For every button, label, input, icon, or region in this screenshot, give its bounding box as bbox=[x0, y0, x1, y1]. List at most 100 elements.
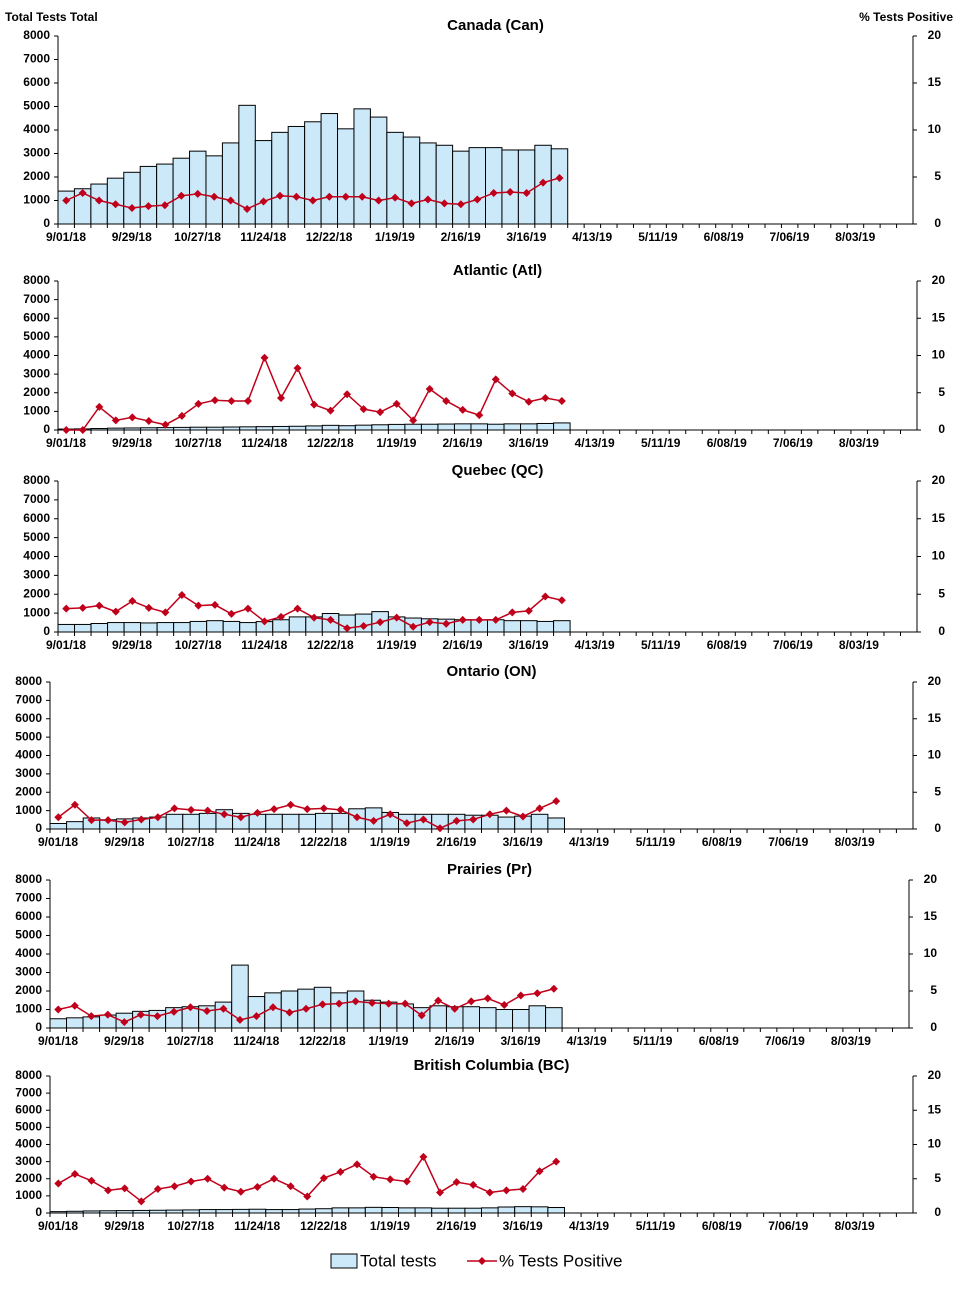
bar bbox=[156, 622, 175, 633]
bar bbox=[497, 816, 516, 830]
line-marker bbox=[452, 1178, 461, 1187]
bar bbox=[435, 144, 454, 225]
line-marker bbox=[286, 1182, 295, 1191]
bar bbox=[536, 620, 555, 633]
legend-swatch bbox=[330, 1253, 358, 1269]
y-tick-label: 6000 bbox=[23, 75, 50, 89]
y-tick-label: 4000 bbox=[23, 122, 50, 136]
y2-tick-label: 5 bbox=[934, 784, 941, 798]
bar bbox=[404, 423, 422, 431]
bar bbox=[239, 622, 257, 633]
line-marker bbox=[128, 597, 137, 606]
line-marker bbox=[127, 204, 136, 213]
line-marker bbox=[277, 612, 286, 621]
line-marker bbox=[376, 408, 385, 417]
y2-tick-label: 15 bbox=[928, 711, 942, 725]
line-marker bbox=[78, 188, 87, 197]
line-marker bbox=[54, 813, 63, 822]
chart-title: Quebec (QC) bbox=[452, 462, 544, 479]
y-tick-label: 1000 bbox=[23, 605, 50, 619]
bar bbox=[74, 623, 92, 633]
line-marker bbox=[326, 615, 335, 624]
y-tick-label: 1000 bbox=[15, 803, 42, 817]
bar bbox=[348, 1207, 366, 1214]
x-tick-label: 1/19/19 bbox=[370, 835, 410, 849]
x-tick-label: 4/13/19 bbox=[569, 835, 609, 849]
bar bbox=[49, 822, 68, 830]
line-marker bbox=[351, 997, 360, 1006]
y-axis-label: Total Tests Total bbox=[5, 10, 98, 24]
bar bbox=[330, 992, 348, 1029]
line-marker bbox=[170, 1182, 179, 1191]
y-tick-label: 5000 bbox=[15, 729, 42, 743]
x-tick-label: 2/16/19 bbox=[442, 638, 482, 652]
x-tick-label: 12/22/18 bbox=[300, 1219, 347, 1233]
x-tick-label: 9/01/18 bbox=[46, 230, 86, 244]
line-marker bbox=[275, 191, 284, 200]
chart-title: Canada (Can) bbox=[447, 17, 544, 34]
bar bbox=[528, 1005, 547, 1029]
line-marker bbox=[423, 195, 432, 204]
legend-label: % Tests Positive bbox=[499, 1251, 622, 1270]
y-tick-label: 3000 bbox=[15, 1154, 42, 1168]
y-tick-label: 6000 bbox=[15, 1102, 42, 1116]
bar bbox=[387, 423, 406, 431]
bar bbox=[321, 424, 340, 431]
line-marker bbox=[227, 609, 236, 618]
line-marker bbox=[111, 416, 120, 425]
y-tick-label: 0 bbox=[35, 821, 42, 835]
line-marker bbox=[243, 604, 252, 613]
bar bbox=[530, 1206, 549, 1214]
line-marker bbox=[392, 399, 401, 408]
bar bbox=[315, 1208, 333, 1214]
line-marker bbox=[103, 1010, 112, 1019]
line-marker bbox=[386, 1175, 395, 1184]
x-tick-label: 4/13/19 bbox=[575, 436, 615, 450]
x-tick-label: 4/13/19 bbox=[572, 230, 612, 244]
line-marker bbox=[353, 813, 362, 822]
line-marker bbox=[425, 385, 434, 394]
x-tick-label: 9/29/18 bbox=[112, 638, 152, 652]
x-tick-label: 11/24/18 bbox=[241, 436, 287, 450]
line-marker bbox=[535, 804, 544, 813]
x-tick-label: 4/13/19 bbox=[575, 638, 615, 652]
line-marker bbox=[353, 1160, 362, 1169]
line-marker bbox=[253, 1182, 262, 1191]
line-marker bbox=[243, 396, 252, 405]
bar bbox=[265, 1209, 283, 1214]
bar bbox=[140, 622, 158, 633]
y-tick-label: 8000 bbox=[15, 872, 42, 886]
line-marker bbox=[70, 1169, 79, 1178]
line-marker bbox=[144, 202, 153, 211]
line-marker bbox=[120, 818, 129, 827]
line-marker bbox=[161, 420, 170, 429]
line-marker bbox=[160, 201, 169, 210]
line-marker bbox=[419, 1152, 428, 1161]
line-marker bbox=[442, 396, 451, 405]
line-marker bbox=[442, 619, 451, 628]
line-marker bbox=[391, 193, 400, 202]
y-tick-label: 8000 bbox=[23, 28, 50, 42]
bar bbox=[215, 1209, 234, 1214]
line-marker bbox=[524, 606, 533, 615]
bar bbox=[172, 157, 191, 225]
bar bbox=[165, 813, 184, 830]
line-marker bbox=[552, 1157, 561, 1166]
line-marker bbox=[120, 1018, 129, 1027]
line-marker bbox=[539, 178, 548, 187]
x-tick-label: 6/08/19 bbox=[699, 1034, 739, 1048]
line-marker bbox=[450, 1004, 459, 1013]
x-tick-label: 3/16/19 bbox=[506, 230, 546, 244]
x-tick-label: 12/22/18 bbox=[307, 436, 354, 450]
line-marker bbox=[62, 604, 71, 613]
line-marker bbox=[62, 196, 71, 205]
line-marker bbox=[409, 416, 418, 425]
line-marker bbox=[144, 417, 153, 426]
x-tick-label: 2/16/19 bbox=[436, 1219, 476, 1233]
bar bbox=[173, 622, 191, 633]
y-tick-label: 2000 bbox=[15, 1171, 42, 1185]
line-marker bbox=[252, 1012, 261, 1021]
bar bbox=[49, 1018, 68, 1029]
x-tick-label: 6/08/19 bbox=[704, 230, 744, 244]
bar bbox=[346, 990, 365, 1029]
